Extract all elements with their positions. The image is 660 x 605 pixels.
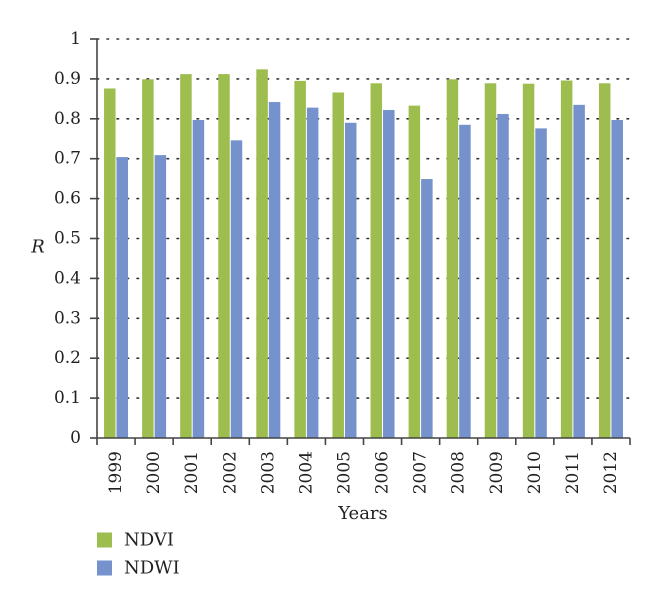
y-tick-label: 0.7 bbox=[54, 149, 81, 169]
bar-ndwi-2007 bbox=[421, 179, 433, 438]
y-tick-label: 0.6 bbox=[54, 189, 81, 209]
x-tick-label: 2011 bbox=[563, 451, 583, 494]
x-tick-label: 2004 bbox=[296, 451, 316, 494]
x-tick-labels: 1999 2000 2001 2002 2003 2004 2005 2006 2007 2008… bbox=[106, 451, 621, 494]
x-tick-label: 1999 bbox=[106, 451, 126, 494]
x-tick-label: 2002 bbox=[220, 451, 240, 494]
y-tick-label: 0.5 bbox=[54, 229, 81, 249]
bar-ndwi-2001 bbox=[192, 119, 205, 438]
bar-ndvi-2011 bbox=[560, 80, 573, 438]
bar-ndwi-2010 bbox=[535, 128, 547, 438]
x-tick-label: 2007 bbox=[411, 451, 431, 494]
gridlines bbox=[96, 38, 631, 399]
y-tick-label: 0.4 bbox=[54, 268, 81, 288]
bar-ndvi-2003 bbox=[256, 69, 268, 438]
x-tick-label: 2001 bbox=[182, 451, 202, 494]
x-tick-label: 2012 bbox=[601, 451, 621, 494]
x-tick-label: 2005 bbox=[334, 451, 354, 494]
x-axis-label: Years bbox=[337, 503, 388, 524]
bar-ndwi-2002 bbox=[230, 140, 243, 438]
legend-label-ndvi: NDVI bbox=[124, 530, 174, 551]
bar-ndvi-2005 bbox=[332, 92, 344, 438]
bar-ndwi-2004 bbox=[306, 107, 319, 439]
x-tick-label: 2003 bbox=[258, 451, 278, 494]
bar-ndwi-1999 bbox=[116, 157, 129, 438]
bar-ndvi-1999 bbox=[104, 88, 116, 438]
y-tick-label: 0.3 bbox=[54, 308, 81, 328]
axes bbox=[90, 38, 631, 445]
bar-ndvi-2012 bbox=[598, 83, 611, 438]
y-tick-label: 1 bbox=[70, 29, 81, 49]
bar-ndvi-2007 bbox=[408, 105, 421, 439]
bar-ndwi-2000 bbox=[154, 155, 167, 438]
y-tick-label: 0.1 bbox=[54, 388, 81, 408]
legend-swatch-ndvi bbox=[97, 532, 112, 548]
x-tick-label: 2010 bbox=[525, 451, 545, 494]
bar-ndvi-2004 bbox=[294, 80, 306, 439]
bar-ndwi-2008 bbox=[459, 124, 471, 438]
legend-label-ndwi: NDWI bbox=[124, 558, 180, 579]
bar-ndvi-2008 bbox=[446, 79, 459, 438]
y-tick-labels: 0 0.1 0.2 0.3 0.4 0.5 0.6 0.7 0.8 0.9 1 bbox=[54, 29, 81, 448]
bar-ndvi-2006 bbox=[370, 83, 383, 438]
bars bbox=[104, 69, 623, 439]
y-tick-label: 0.9 bbox=[54, 69, 81, 89]
bar-ndvi-2009 bbox=[484, 83, 497, 438]
y-axis-label: R bbox=[30, 237, 45, 258]
bar-ndvi-2000 bbox=[142, 79, 154, 438]
x-tick-label: 2006 bbox=[373, 451, 393, 494]
bar-ndvi-2002 bbox=[218, 74, 230, 438]
bar-ndvi-2001 bbox=[180, 74, 192, 438]
y-tick-label: 0.8 bbox=[54, 109, 81, 129]
bar-ndwi-2005 bbox=[344, 122, 357, 438]
legend-swatch-ndwi bbox=[97, 560, 112, 576]
bar-ndwi-2012 bbox=[611, 119, 623, 438]
y-tick-label: 0.2 bbox=[54, 348, 81, 368]
bar-ndwi-2006 bbox=[383, 110, 395, 438]
y-tick-label: 0 bbox=[70, 428, 81, 448]
bar-ndwi-2003 bbox=[268, 102, 281, 439]
x-tick-label: 2008 bbox=[449, 451, 469, 494]
bar-ndwi-2011 bbox=[573, 104, 585, 439]
bar-ndvi-2010 bbox=[522, 83, 535, 439]
x-tick-label: 2000 bbox=[144, 451, 164, 494]
legend: NDVI NDWI bbox=[97, 530, 180, 579]
x-tick-label: 2009 bbox=[487, 451, 507, 494]
bar-ndwi-2009 bbox=[497, 114, 509, 439]
